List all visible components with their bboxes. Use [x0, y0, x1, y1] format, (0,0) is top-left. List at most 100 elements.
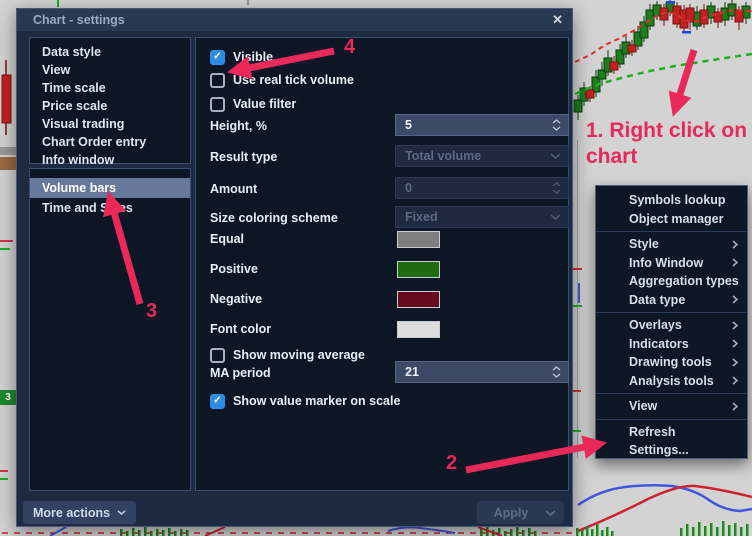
ma-period-value: 21 — [405, 365, 419, 379]
close-icon[interactable]: ✕ — [552, 12, 563, 27]
font-color-swatch[interactable] — [397, 320, 440, 338]
equal-color-swatch[interactable] — [397, 230, 440, 248]
spinner-buttons[interactable] — [552, 182, 561, 194]
more-actions-label: More actions — [33, 505, 111, 520]
ma-period-spinner[interactable]: 21 — [395, 361, 569, 383]
font-color-label: Font color — [210, 322, 272, 336]
menu-item-object-manager[interactable]: Object manager — [596, 210, 747, 229]
submenu-arrow-icon — [732, 295, 738, 304]
visible-row: ✓ Visible — [210, 46, 556, 68]
size-coloring-scheme-value: Fixed — [405, 210, 438, 224]
check-icon: ✓ — [213, 395, 222, 406]
sidebar-item-chart-order-entry[interactable]: Chart Order entry — [42, 135, 147, 149]
menu-item-aggregation-types[interactable]: Aggregation types — [596, 272, 747, 291]
sidebar-item-time-scale[interactable]: Time scale — [42, 81, 106, 95]
result-type-dropdown[interactable]: Total volume — [395, 145, 569, 167]
height-row: Height, % 5 — [210, 114, 569, 137]
submenu-arrow-icon — [732, 240, 738, 249]
height-value: 5 — [405, 118, 412, 132]
menu-item-label: Drawing tools — [629, 355, 712, 370]
amount-row: Amount 0 — [210, 177, 569, 200]
menu-item-label: Aggregation types — [629, 274, 739, 289]
annotation-number-3: 3 — [146, 300, 158, 322]
menu-item-symbols-lookup[interactable]: Symbols lookup — [596, 191, 747, 210]
spinner-up-icon — [552, 366, 561, 371]
sidebar-item-price-scale[interactable]: Price scale — [42, 99, 108, 113]
price-scale-label: 3 — [0, 390, 16, 405]
menu-separator — [596, 312, 747, 313]
menu-item-settings[interactable]: Settings... — [596, 441, 747, 460]
spinner-down-icon — [552, 373, 561, 378]
spinner-down-icon — [552, 189, 561, 194]
menu-separator — [596, 418, 747, 420]
settings-subsection-list: Volume bars Time and Sales — [29, 168, 191, 491]
chevron-down-icon — [550, 214, 561, 220]
use-real-tick-volume-row: Use real tick volume — [210, 69, 556, 91]
check-icon: ✓ — [213, 51, 222, 62]
equal-label: Equal — [210, 232, 245, 246]
annotation-number-2: 2 — [446, 452, 458, 474]
amount-spinner[interactable]: 0 — [395, 177, 569, 199]
size-coloring-scheme-label: Size coloring scheme — [210, 211, 338, 225]
spinner-buttons[interactable] — [552, 366, 561, 378]
apply-label: Apply — [493, 505, 529, 520]
size-coloring-scheme-row: Size coloring scheme Fixed — [210, 206, 569, 229]
height-label: Height, % — [210, 119, 267, 133]
submenu-arrow-icon — [732, 358, 738, 367]
value-filter-row: Value filter — [210, 93, 556, 115]
visible-checkbox[interactable]: ✓ — [210, 49, 225, 65]
menu-item-indicators[interactable]: Indicators — [596, 335, 747, 354]
show-value-marker-checkbox[interactable]: ✓ — [210, 393, 225, 409]
menu-item-label: Style — [629, 237, 659, 252]
use-real-tick-volume-label: Use real tick volume — [233, 73, 354, 87]
menu-item-label: Info Window — [629, 255, 704, 270]
dialog-titlebar[interactable]: Chart - settings ✕ — [17, 9, 572, 31]
menu-item-analysis-tools[interactable]: Analysis tools — [596, 372, 747, 391]
sidebar-item-info-window[interactable]: Info window — [42, 153, 115, 167]
sidebar-item-time-and-sales[interactable]: Time and Sales — [42, 201, 133, 215]
menu-item-info-window[interactable]: Info Window — [596, 254, 747, 273]
volume-bars-settings-panel: ✓ Visible Use real tick volume Value fil… — [195, 37, 569, 491]
show-moving-average-label: Show moving average — [233, 348, 365, 362]
sidebar-item-view[interactable]: View — [42, 63, 71, 77]
apply-button[interactable]: Apply — [477, 501, 564, 524]
amount-value: 0 — [405, 181, 412, 195]
negative-color-row: Negative — [210, 288, 556, 310]
font-color-row: Font color — [210, 318, 556, 340]
amount-label: Amount — [210, 182, 258, 196]
result-type-value: Total volume — [405, 149, 482, 163]
chevron-down-icon — [550, 153, 561, 159]
menu-item-drawing-tools[interactable]: Drawing tools — [596, 353, 747, 372]
dialog-title: Chart - settings — [33, 13, 125, 27]
value-filter-checkbox[interactable] — [210, 96, 225, 112]
menu-item-label: View — [629, 399, 658, 414]
use-real-tick-volume-checkbox[interactable] — [210, 72, 225, 88]
size-coloring-scheme-dropdown[interactable]: Fixed — [395, 206, 569, 228]
menu-item-refresh[interactable]: Refresh — [596, 423, 747, 442]
menu-separator — [596, 393, 747, 394]
positive-label: Positive — [210, 262, 258, 276]
menu-item-style[interactable]: Style — [596, 235, 747, 254]
show-moving-average-checkbox[interactable] — [210, 347, 225, 363]
show-value-marker-row: ✓ Show value marker on scale — [210, 390, 556, 412]
chart-settings-dialog: Chart - settings ✕ Data style View Time … — [16, 8, 573, 527]
menu-item-data-type[interactable]: Data type — [596, 291, 747, 310]
menu-item-label: Symbols lookup — [629, 193, 726, 208]
sidebar-item-data-style[interactable]: Data style — [42, 45, 102, 59]
menu-separator — [596, 231, 747, 232]
positive-color-swatch[interactable] — [397, 260, 440, 278]
spinner-buttons[interactable] — [552, 119, 561, 131]
more-actions-button[interactable]: More actions — [23, 501, 137, 524]
show-moving-average-row: Show moving average — [210, 344, 556, 366]
sidebar-item-volume-bars[interactable]: Volume bars — [30, 178, 190, 198]
negative-color-swatch[interactable] — [397, 290, 440, 308]
spinner-down-icon — [552, 126, 561, 131]
chevron-down-icon — [545, 509, 556, 516]
height-spinner[interactable]: 5 — [395, 114, 569, 136]
submenu-arrow-icon — [732, 258, 738, 267]
annotation-step1-text: 1. Right click on chart — [586, 119, 748, 168]
result-type-label: Result type — [210, 150, 278, 164]
menu-item-overlays[interactable]: Overlays — [596, 316, 747, 335]
menu-item-view[interactable]: View — [596, 397, 747, 416]
sidebar-item-visual-trading[interactable]: Visual trading — [42, 117, 125, 131]
